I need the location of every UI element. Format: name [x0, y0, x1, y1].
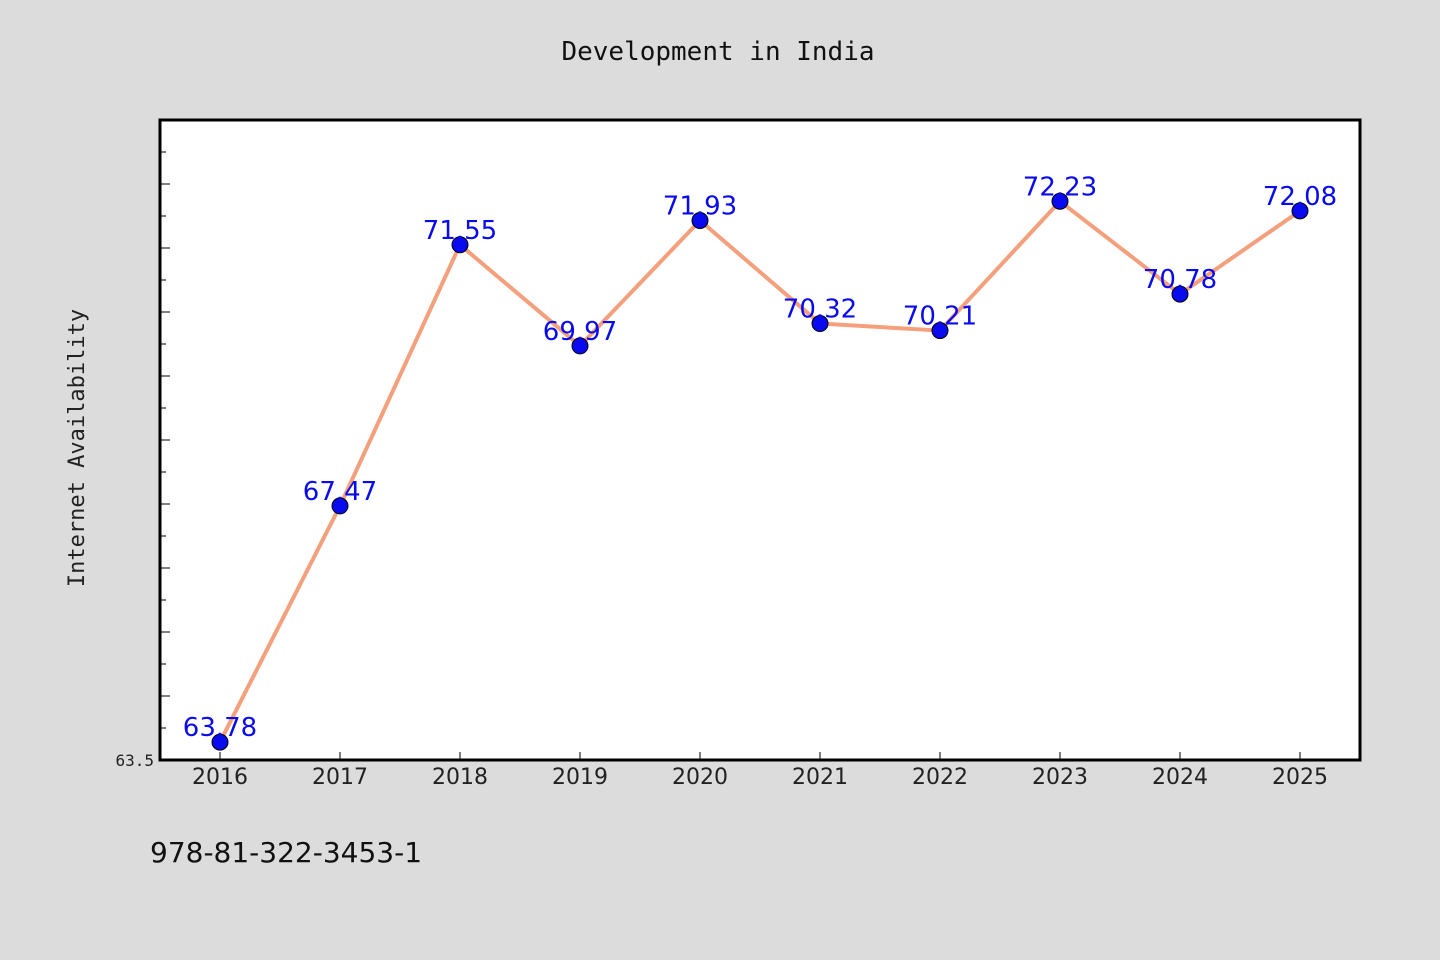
series-line [218, 199, 1302, 745]
data-label: 71.93 [663, 191, 737, 221]
x-axis-ticks: 2016 2017 2018 2019 2020 2021 2022 2023 2024 2025 [192, 752, 1328, 790]
plot-area [158, 118, 1362, 762]
data-label: 63.78 [183, 713, 257, 743]
data-point [1051, 192, 1069, 210]
data-label: 71.55 [423, 216, 497, 246]
data-point [1291, 202, 1309, 220]
data-point [571, 337, 589, 355]
series-layer [218, 199, 1302, 745]
data-label: 70.21 [903, 302, 977, 332]
y-axis-ticks [160, 151, 170, 729]
data-label-layer: 63.78 67.47 71.55 69.97 71.93 70.32 70.21 72.23… [183, 172, 1337, 743]
x-tick-label: 2025 [1272, 765, 1328, 790]
y-tick-label: 63.5 [115, 751, 154, 770]
y-axis-label: Internet Availability [65, 309, 90, 587]
x-tick-label: 2017 [312, 765, 368, 790]
data-label: 70.32 [783, 295, 857, 325]
data-point [931, 322, 949, 340]
x-tick-label: 2019 [552, 765, 608, 790]
data-point [1171, 285, 1189, 303]
chart-title: Development in India [561, 37, 874, 67]
x-tick-label: 2021 [792, 765, 848, 790]
x-tick-label: 2020 [672, 765, 728, 790]
data-point [811, 315, 829, 333]
x-tick-label: 2024 [1152, 765, 1208, 790]
data-point [211, 733, 229, 751]
isbn-text: 978-81-322-3453-1 [150, 836, 422, 869]
x-tick-label: 2016 [192, 765, 248, 790]
data-point [451, 236, 469, 254]
data-point [331, 497, 349, 515]
data-label: 72.08 [1263, 182, 1337, 212]
data-point [691, 211, 709, 229]
data-label: 69.97 [543, 317, 617, 347]
x-tick-label: 2018 [432, 765, 488, 790]
data-label: 67.47 [303, 477, 377, 507]
x-tick-label: 2023 [1032, 765, 1088, 790]
data-label: 72.23 [1023, 172, 1097, 202]
marker-layer [211, 192, 1309, 751]
data-label: 70.78 [1143, 265, 1217, 295]
x-tick-label: 2022 [912, 765, 968, 790]
